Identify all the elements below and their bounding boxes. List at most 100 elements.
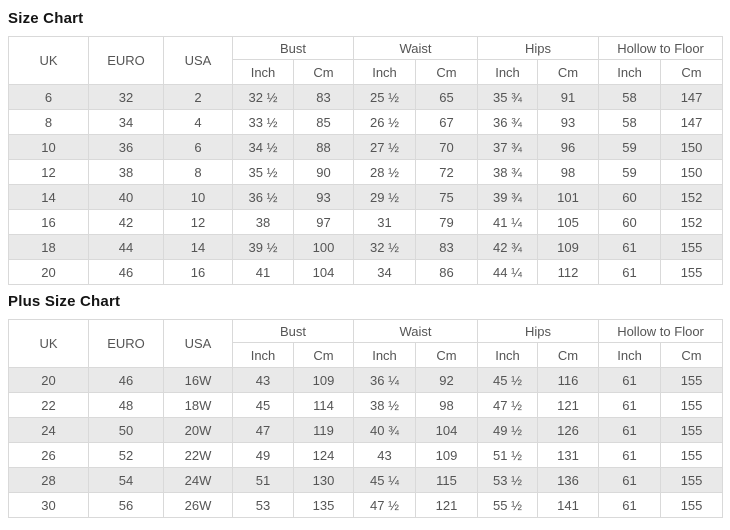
cell: 52	[88, 442, 164, 468]
cell: 28 ½	[353, 159, 417, 185]
cell: 53	[232, 492, 294, 518]
cell: 114	[292, 392, 355, 418]
col-header-euro: EURO	[88, 36, 164, 85]
cell: 83	[292, 84, 355, 110]
cell: 152	[660, 209, 724, 235]
col-group-hips: Hips	[477, 36, 600, 60]
cell: 39 ½	[232, 234, 294, 260]
cell: 36 ¼	[353, 367, 417, 393]
cell: 101	[537, 184, 600, 210]
cell: 155	[660, 234, 724, 260]
cell: 109	[537, 234, 600, 260]
cell: 38 ¾	[477, 159, 539, 185]
cell: 50	[88, 417, 164, 443]
cell: 51 ½	[477, 442, 539, 468]
cell: 46	[88, 259, 164, 285]
cell: 131	[537, 442, 600, 468]
cell: 121	[537, 392, 600, 418]
cell: 115	[415, 467, 479, 493]
cell: 70	[415, 134, 479, 160]
cell: 61	[598, 442, 662, 468]
cell: 22W	[163, 442, 233, 468]
cell: 12	[163, 209, 233, 235]
plus-size-chart-title: Plus Size Chart	[8, 293, 121, 310]
cell: 27 ½	[353, 134, 417, 160]
col-header-bust-inch: Inch	[232, 342, 294, 368]
cell: 2	[163, 84, 233, 110]
cell: 55 ½	[477, 492, 539, 518]
cell: 8	[163, 159, 233, 185]
cell: 14	[8, 184, 89, 210]
cell: 109	[292, 367, 355, 393]
cell: 33 ½	[232, 109, 294, 135]
cell: 155	[660, 492, 724, 518]
cell: 155	[660, 259, 724, 285]
cell: 49	[232, 442, 294, 468]
size-chart-body: 6 32 2 32 ½ 83 25 ½ 65 35 ¾ 91 58 147 8 34 4 33 ½ 85 26 …	[8, 84, 724, 285]
cell: 150	[660, 159, 724, 185]
cell: 88	[292, 134, 355, 160]
col-group-waist: Waist	[353, 36, 479, 60]
cell: 43	[232, 367, 294, 393]
table-row: 24 50 20W 47 119 40 ¾ 104 49 ½ 126 61 155	[8, 417, 724, 443]
cell: 58	[598, 84, 662, 110]
cell: 58	[598, 109, 662, 135]
table-row: 28 54 24W 51 130 45 ¼ 115 53 ½ 136 61 155	[8, 467, 724, 493]
col-header-bust-cm: Cm	[292, 59, 355, 85]
cell: 65	[415, 84, 479, 110]
col-header-uk: UK	[8, 36, 89, 85]
table-row: 20 46 16W 43 109 36 ¼ 92 45 ½ 116 61 155	[8, 367, 724, 393]
cell: 20	[8, 259, 89, 285]
cell: 51	[232, 467, 294, 493]
cell: 49 ½	[477, 417, 539, 443]
cell: 72	[415, 159, 479, 185]
cell: 90	[292, 159, 355, 185]
col-header-usa: USA	[163, 319, 233, 368]
cell: 34 ½	[232, 134, 294, 160]
col-group-bust: Bust	[231, 36, 355, 60]
cell: 126	[537, 417, 600, 443]
col-header-waist-cm: Cm	[415, 342, 479, 368]
cell: 14	[163, 234, 233, 260]
table-row: 14 40 10 36 ½ 93 29 ½ 75 39 ¾ 101 60 152	[8, 184, 724, 210]
cell: 10	[8, 134, 89, 160]
cell: 32	[88, 84, 164, 110]
cell: 36 ½	[232, 184, 294, 210]
size-chart-title: Size Chart	[8, 10, 84, 27]
cell: 40 ¾	[353, 417, 417, 443]
cell: 32 ½	[353, 234, 417, 260]
cell: 47 ½	[477, 392, 539, 418]
table-row: 12 38 8 35 ½ 90 28 ½ 72 38 ¾ 98 59 150	[8, 159, 724, 185]
cell: 79	[415, 209, 479, 235]
cell: 61	[598, 259, 662, 285]
cell: 36	[88, 134, 164, 160]
col-group-hollow-to-floor: Hollow to Floor	[598, 36, 724, 60]
col-header-hips-cm: Cm	[537, 342, 600, 368]
col-header-bust-inch: Inch	[232, 59, 294, 85]
cell: 53 ½	[477, 467, 539, 493]
cell: 41	[232, 259, 294, 285]
cell: 44	[88, 234, 164, 260]
table-row: 18 44 14 39 ½ 100 32 ½ 83 42 ¾ 109 61 155	[8, 234, 724, 260]
cell: 6	[163, 134, 233, 160]
cell: 20	[8, 367, 89, 393]
cell: 96	[537, 134, 600, 160]
cell: 124	[292, 442, 355, 468]
cell: 105	[537, 209, 600, 235]
cell: 35 ½	[232, 159, 294, 185]
col-group-bust: Bust	[231, 319, 355, 343]
cell: 97	[292, 209, 355, 235]
table-row: 6 32 2 32 ½ 83 25 ½ 65 35 ¾ 91 58 147	[8, 84, 724, 110]
cell: 85	[292, 109, 355, 135]
cell: 38	[88, 159, 164, 185]
cell: 20W	[163, 417, 233, 443]
cell: 61	[598, 492, 662, 518]
cell: 46	[88, 367, 164, 393]
cell: 30	[8, 492, 89, 518]
cell: 47 ½	[353, 492, 417, 518]
cell: 25 ½	[353, 84, 417, 110]
plus-size-chart-body: 20 46 16W 43 109 36 ¼ 92 45 ½ 116 61 155 22 48 18W 45 1…	[8, 367, 724, 518]
cell: 155	[660, 467, 724, 493]
cell: 121	[415, 492, 479, 518]
cell: 155	[660, 442, 724, 468]
